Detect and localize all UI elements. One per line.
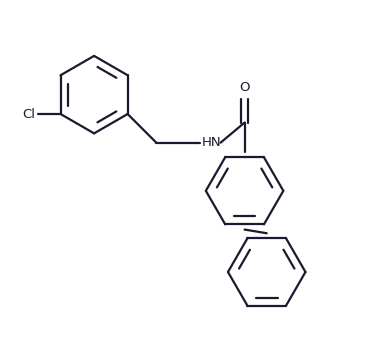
Text: HN: HN [201, 136, 221, 149]
Text: Cl: Cl [23, 107, 35, 121]
Text: O: O [239, 81, 250, 94]
